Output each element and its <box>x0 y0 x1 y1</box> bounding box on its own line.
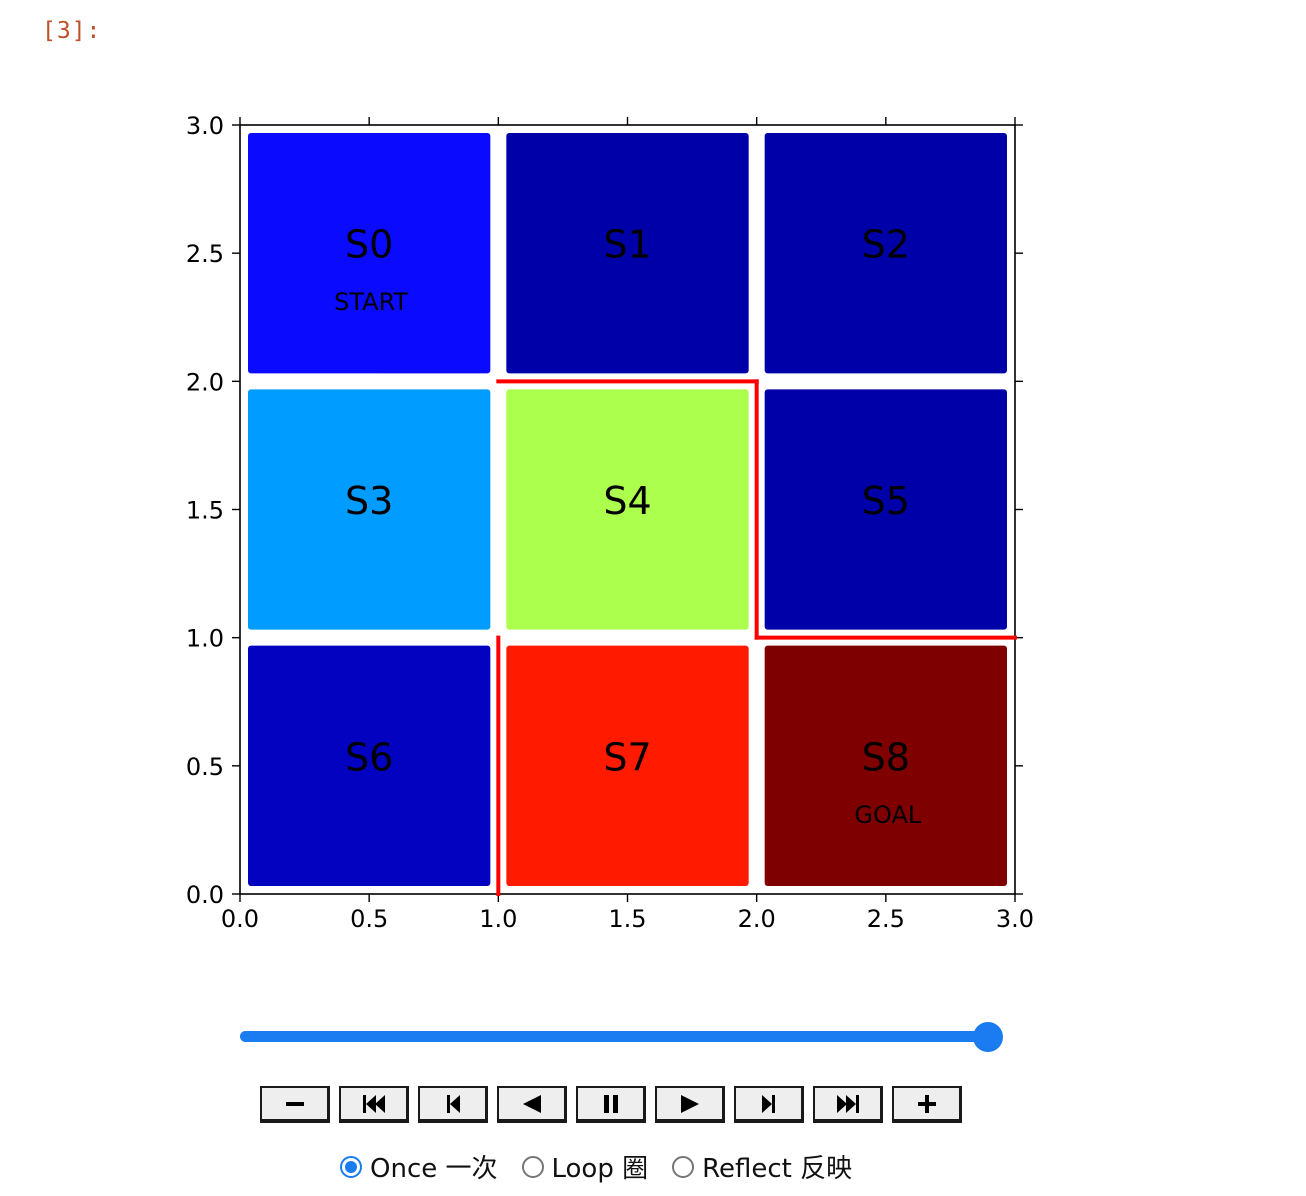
increase-speed-button[interactable] <box>892 1086 962 1123</box>
plus-icon <box>915 1092 939 1116</box>
x-tick-label: 2.5 <box>867 905 905 933</box>
mode-label: Loop 圈 <box>552 1148 649 1185</box>
state-label: S2 <box>862 223 910 267</box>
pause-icon <box>599 1092 623 1116</box>
x-tick-label: 1.5 <box>608 905 646 933</box>
state-sublabel: GOAL <box>854 801 921 829</box>
mode-label: Once 一次 <box>370 1148 498 1185</box>
state-label: S7 <box>603 735 651 779</box>
play-button[interactable] <box>655 1086 725 1123</box>
state-label: S6 <box>345 735 393 779</box>
play-reverse-button[interactable] <box>497 1086 567 1123</box>
slider-thumb[interactable] <box>973 1022 1003 1052</box>
state-label: S4 <box>603 479 651 523</box>
last-frame-button[interactable] <box>813 1086 883 1123</box>
y-tick-label: 1.5 <box>186 497 224 525</box>
loop-mode-selector: Once 一次 Loop 圈 Reflect 反映 <box>340 1148 852 1185</box>
pause-button[interactable] <box>576 1086 646 1123</box>
y-tick-label: 2.0 <box>186 368 224 396</box>
next-frame-button[interactable] <box>734 1086 804 1123</box>
radio-button[interactable] <box>340 1156 362 1178</box>
x-tick-label: 3.0 <box>996 905 1034 933</box>
state-label: S0 <box>345 223 393 267</box>
mode-option[interactable]: Once 一次 <box>340 1148 498 1185</box>
step-forward-icon <box>757 1092 781 1116</box>
previous-frame-button[interactable] <box>418 1086 488 1123</box>
mode-option[interactable]: Loop 圈 <box>522 1148 649 1185</box>
x-tick-label: 2.0 <box>738 905 776 933</box>
decrease-speed-button[interactable] <box>260 1086 330 1123</box>
radio-button[interactable] <box>522 1156 544 1178</box>
skip-end-icon <box>836 1092 860 1116</box>
playback-controls <box>260 1086 962 1123</box>
first-frame-button[interactable] <box>339 1086 409 1123</box>
y-tick-label: 3.0 <box>186 112 224 140</box>
step-back-icon <box>441 1092 465 1116</box>
x-tick-label: 0.0 <box>221 905 259 933</box>
mode-label: Reflect 反映 <box>702 1148 852 1185</box>
play-reverse-icon <box>520 1092 544 1116</box>
x-tick-label: 0.5 <box>350 905 388 933</box>
mode-option[interactable]: Reflect 反映 <box>672 1148 852 1185</box>
y-tick-label: 0.5 <box>186 753 224 781</box>
state-label: S1 <box>603 223 651 267</box>
state-sublabel: START <box>334 288 408 316</box>
minus-icon <box>283 1092 307 1116</box>
state-label: S5 <box>862 479 910 523</box>
state-label: S8 <box>862 735 910 779</box>
frame-slider[interactable] <box>240 1028 988 1046</box>
slider-fill <box>240 1031 988 1042</box>
play-icon <box>678 1092 702 1116</box>
x-tick-label: 1.0 <box>479 905 517 933</box>
state-label: S3 <box>345 479 393 523</box>
y-tick-label: 2.5 <box>186 240 224 268</box>
radio-button[interactable] <box>672 1156 694 1178</box>
y-tick-label: 1.0 <box>186 625 224 653</box>
gridworld-chart: S0 START S1 S2 S3 S4 S5 S6 S7 S8 GOAL 0.00.0 0.5 0.5 1… <box>0 0 1306 980</box>
skip-start-icon <box>362 1092 386 1116</box>
y-tick-label: 0.0 <box>186 881 224 909</box>
